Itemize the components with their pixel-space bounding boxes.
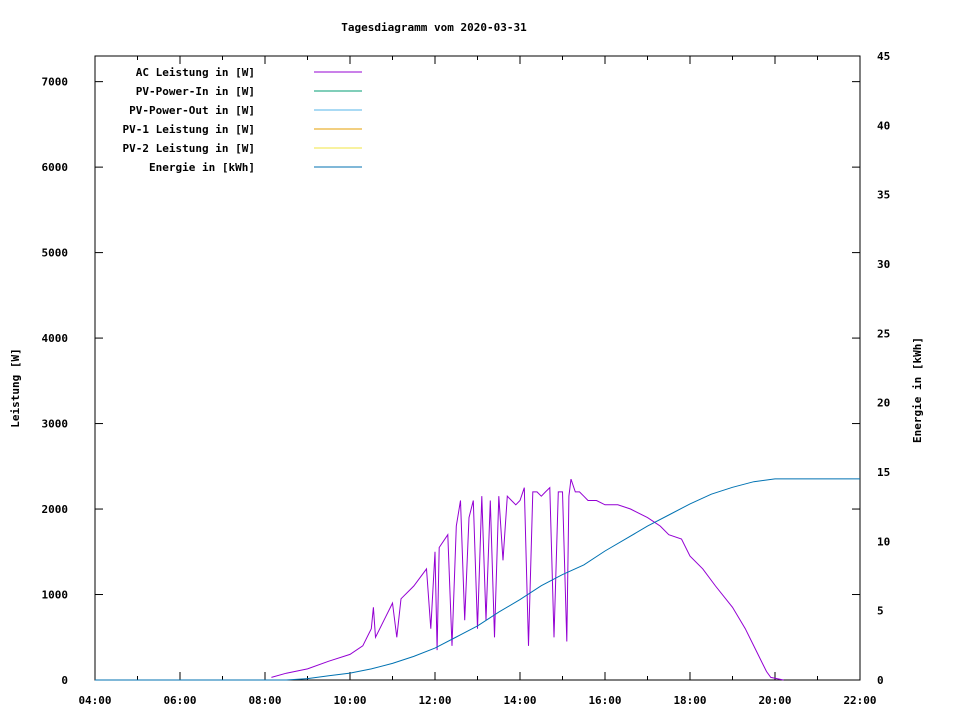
y-tick-label: 1000 (42, 589, 69, 602)
series-line-5 (95, 478, 860, 681)
x-tick-label: 04:00 (78, 694, 111, 707)
y-tick-label: 4000 (42, 332, 69, 345)
legend-label-5: Energie in [kWh] (149, 161, 255, 174)
y-axis-right: 0 5 10 15 20 25 30 35 40 45 (877, 50, 890, 687)
x-tick-label: 18:00 (673, 694, 706, 707)
legend-label-0: AC Leistung in [W] (136, 66, 255, 79)
x-tick-label: 22:00 (843, 694, 876, 707)
x-axis: 04:00 06:00 08:00 10:00 12:00 14:00 16:00 18:00… (78, 56, 877, 707)
y2-tick-label: 45 (877, 50, 890, 63)
legend: AC Leistung in [W] PV-Power-In in [W] PV-P… (123, 66, 362, 174)
x-tick-label: 06:00 (163, 694, 196, 707)
legend-label-4: PV-2 Leistung in [W] (123, 142, 255, 155)
y-axis-left: 0 1000 2000 3000 4000 5000 6000 7000 (42, 76, 860, 687)
y-tick-label: 5000 (42, 247, 69, 260)
y-tick-label: 0 (61, 674, 68, 687)
y2-tick-label: 40 (877, 119, 890, 132)
y-axis-label: Leistung [W] (9, 348, 22, 427)
y-tick-label: 2000 (42, 503, 69, 516)
x-tick-label: 14:00 (503, 694, 536, 707)
series-layer (95, 478, 860, 681)
y2-tick-label: 15 (877, 466, 890, 479)
y-tick-label: 7000 (42, 76, 69, 89)
y2-axis-label: Energie in [kWh] (911, 337, 924, 443)
x-tick-label: 12:00 (418, 694, 451, 707)
chart-title: Tagesdiagramm vom 2020-03-31 (341, 21, 527, 34)
y2-tick-label: 25 (877, 327, 890, 340)
legend-label-3: PV-1 Leistung in [W] (123, 123, 255, 136)
y2-tick-label: 10 (877, 535, 890, 548)
x-tick-label: 20:00 (758, 694, 791, 707)
y2-tick-label: 0 (877, 674, 884, 687)
y2-tick-label: 30 (877, 258, 890, 271)
series-line-0 (271, 478, 784, 681)
x-tick-label: 10:00 (333, 694, 366, 707)
x-tick-label: 16:00 (588, 694, 621, 707)
y2-tick-label: 35 (877, 189, 890, 202)
legend-label-2: PV-Power-Out in [W] (129, 104, 255, 117)
y2-tick-label: 20 (877, 397, 890, 410)
y-tick-label: 3000 (42, 418, 69, 431)
x-tick-label: 08:00 (248, 694, 281, 707)
y2-tick-label: 5 (877, 605, 884, 618)
y-tick-label: 6000 (42, 161, 69, 174)
legend-label-1: PV-Power-In in [W] (136, 85, 255, 98)
